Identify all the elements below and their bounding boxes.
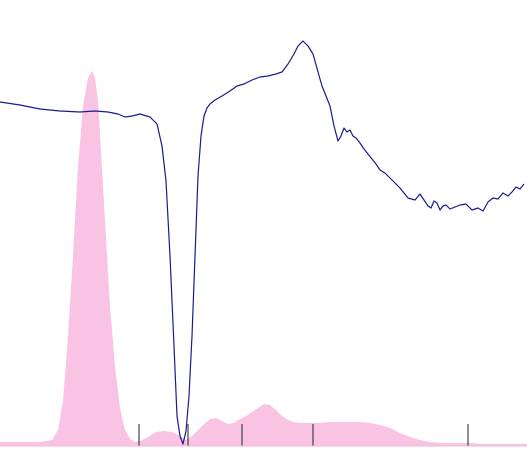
x-ticks-group xyxy=(138,424,469,446)
line-series-group xyxy=(0,40,525,445)
area-series-0 xyxy=(0,71,527,446)
area-series-group xyxy=(0,71,527,446)
line-series-1 xyxy=(0,40,525,445)
